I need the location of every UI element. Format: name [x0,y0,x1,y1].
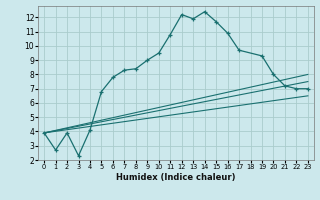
X-axis label: Humidex (Indice chaleur): Humidex (Indice chaleur) [116,173,236,182]
